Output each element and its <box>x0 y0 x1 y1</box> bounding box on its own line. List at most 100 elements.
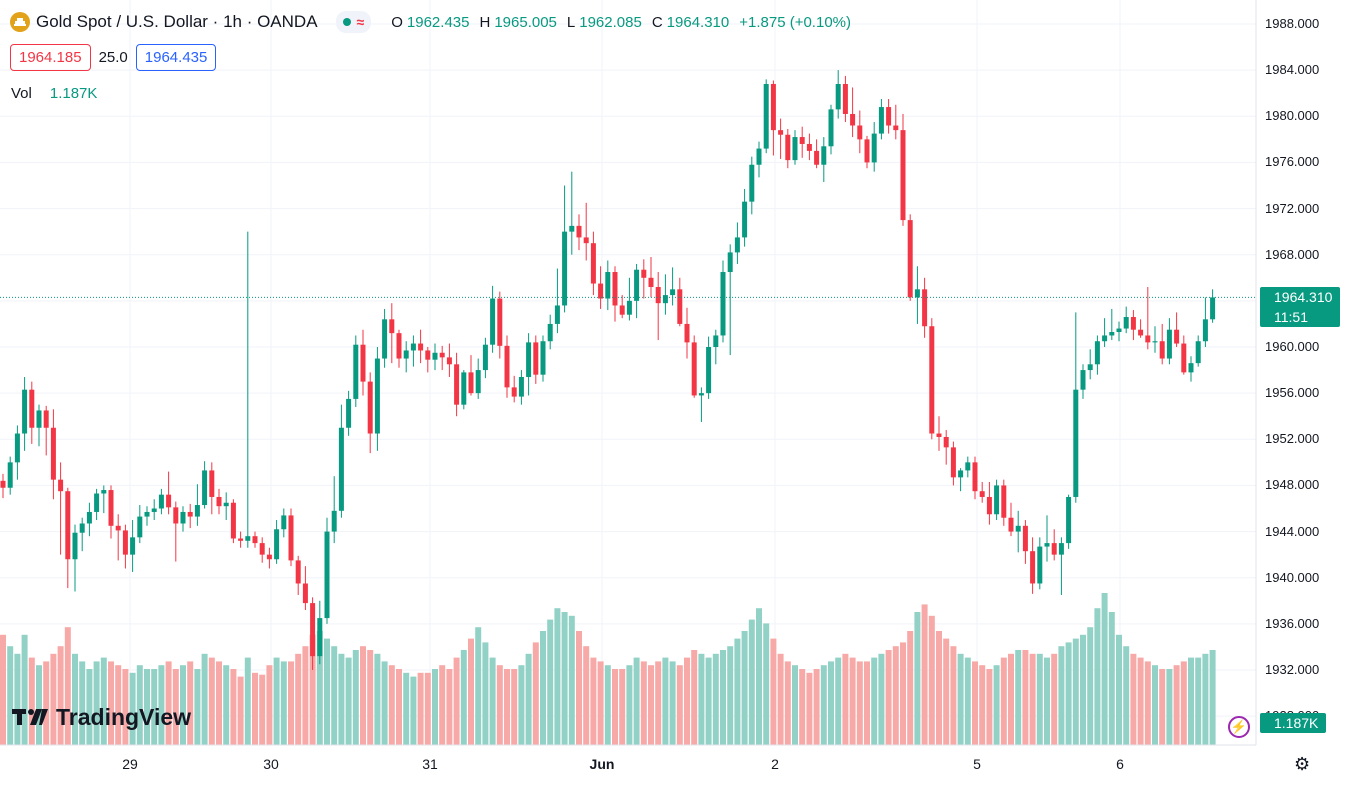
tradingview-logo[interactable]: TradingView <box>12 704 191 731</box>
candle <box>778 118 784 159</box>
volume-bar <box>950 646 957 745</box>
sell-price-button[interactable]: 1964.185 <box>10 43 91 71</box>
candle <box>403 341 409 373</box>
candle <box>446 343 452 377</box>
volume-bar <box>1087 627 1094 745</box>
volume-bar <box>856 661 863 745</box>
candle-body <box>864 139 870 163</box>
market-status-pill[interactable]: ≈ <box>335 11 372 33</box>
candle <box>1008 502 1014 537</box>
candle <box>252 531 258 548</box>
candle-body <box>302 583 308 604</box>
candle-body <box>655 287 661 304</box>
volume-bar <box>482 642 489 745</box>
candle-body <box>1123 317 1129 329</box>
candle-body <box>418 343 424 351</box>
candle-body <box>533 342 539 375</box>
volume-bar <box>324 638 330 745</box>
volume-bar <box>432 669 438 745</box>
candle-body <box>1073 389 1079 497</box>
volume-bar <box>741 631 748 745</box>
volume-bar <box>734 638 741 745</box>
candle <box>490 285 496 353</box>
volume-bar <box>878 653 885 745</box>
volume-bar <box>468 638 474 745</box>
candle <box>1109 308 1115 341</box>
volume-bar <box>280 661 287 745</box>
volume-bar <box>1065 642 1072 745</box>
price-tick-label: 1972.000 <box>1265 200 1320 216</box>
high-value: 1965.005 <box>494 13 557 31</box>
candle <box>749 156 755 215</box>
volume-bar <box>14 653 21 745</box>
candle <box>389 303 395 364</box>
volume-bar <box>936 631 942 745</box>
candle <box>1080 364 1086 399</box>
candle <box>518 370 524 405</box>
volume-bar <box>532 642 539 745</box>
lightning-icon[interactable]: ⚡ <box>1228 716 1250 738</box>
volume-bar <box>712 653 719 745</box>
ohlc-values: O 1962.435 H 1965.005 L 1962.085 C 1964.310 … <box>391 14 857 31</box>
candle-body <box>1037 546 1043 584</box>
volume-bar <box>684 657 690 745</box>
candle-body <box>331 510 337 532</box>
candle <box>259 537 265 563</box>
candle-body <box>1044 543 1050 547</box>
candle <box>878 98 884 140</box>
candle-body <box>461 372 467 405</box>
candle-body <box>569 225 575 232</box>
candle <box>158 488 164 515</box>
candle-body <box>1066 496 1072 544</box>
candle-body <box>972 462 978 492</box>
volume-bar <box>986 669 993 745</box>
candle <box>799 126 805 158</box>
candle-body <box>677 289 683 324</box>
candle <box>180 506 186 532</box>
candle-body <box>1174 329 1180 344</box>
candle-body <box>842 83 848 114</box>
volume-label[interactable]: Vol <box>11 84 32 102</box>
buy-price-button[interactable]: 1964.435 <box>135 43 217 71</box>
volume-bar <box>842 653 849 745</box>
volume-bar <box>144 669 150 745</box>
volume-bar <box>36 665 42 745</box>
candle-body <box>526 342 532 377</box>
volume-bar <box>367 650 374 745</box>
candle <box>266 547 272 569</box>
candle-body <box>238 538 244 541</box>
candle <box>1123 306 1129 334</box>
candle <box>785 128 791 169</box>
candle <box>274 520 280 564</box>
settings-gear-icon[interactable]: ⚙ <box>1294 754 1311 774</box>
candle <box>43 405 49 456</box>
volume-bar <box>252 672 258 745</box>
volume-bar <box>230 669 237 745</box>
candle <box>36 404 42 447</box>
candle-body <box>547 323 553 342</box>
candle-body <box>576 225 582 238</box>
candle <box>65 487 71 589</box>
candle-body <box>518 376 524 397</box>
volume-bar <box>748 619 755 745</box>
candle-body <box>691 342 697 396</box>
candle <box>850 87 856 138</box>
candle-body <box>886 107 892 126</box>
candle <box>475 358 481 399</box>
candle <box>641 259 647 299</box>
candle <box>7 456 13 495</box>
symbol-title[interactable]: Gold Spot / U.S. Dollar · 1h · OANDA <box>36 12 318 31</box>
candle <box>317 600 323 665</box>
candle-body <box>310 603 316 657</box>
candle <box>662 274 668 315</box>
volume-bar <box>849 657 856 745</box>
volume-bar <box>604 665 611 745</box>
candle <box>324 517 330 624</box>
candle <box>1037 537 1043 590</box>
candle <box>374 347 380 451</box>
volume-bar <box>640 661 647 745</box>
candle-body <box>1181 343 1187 373</box>
volume-bar <box>1015 650 1022 745</box>
volume-bar <box>1159 669 1166 745</box>
